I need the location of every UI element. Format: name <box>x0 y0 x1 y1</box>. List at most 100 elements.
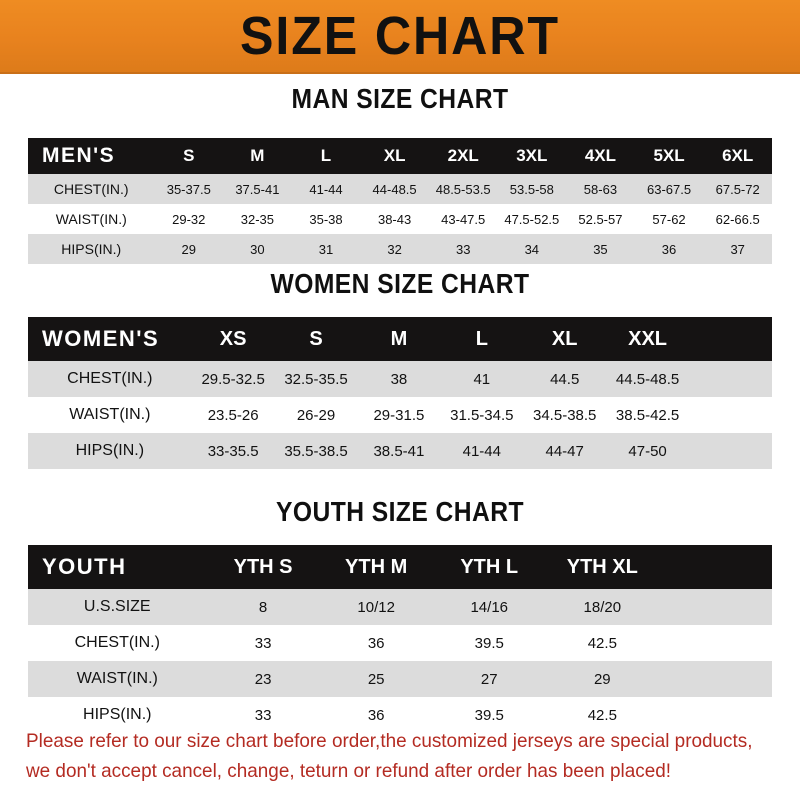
table-cell-empty <box>689 433 772 469</box>
table-cell: 18/20 <box>583 598 622 616</box>
man-section-title: MAN SIZE CHART <box>291 83 509 114</box>
men-size-table: MEN'S S M L XL 2XL 3XL 4XL 5XL 6XL CHEST(IN.) 35-37… <box>28 138 772 264</box>
table-cell: 29-32 <box>172 211 206 227</box>
table-row: WAIST(IN.) 29-32 32-35 35-38 38-43 43-47.5 47.… <box>28 204 772 234</box>
man-column-header: 5XL <box>653 146 685 165</box>
page-title: SIZE CHART <box>240 6 560 66</box>
table-cell: 33 <box>455 241 471 257</box>
table-cell: 34.5-38.5 <box>533 406 597 424</box>
table-cell: 34 <box>524 241 540 257</box>
table-cell: 35.5-38.5 <box>284 442 348 460</box>
table-cell: 38-43 <box>377 211 412 227</box>
table-cell: 52.5-57 <box>578 211 623 227</box>
table-cell: 31.5-34.5 <box>450 406 514 424</box>
women-section-title: WOMEN SIZE CHART <box>270 268 530 299</box>
man-column-header: 3XL <box>516 146 548 165</box>
table-cell-empty <box>659 661 772 697</box>
table-row: CHEST(IN.) 33 36 39.5 42.5 <box>28 625 772 661</box>
women-column-header: L <box>475 327 488 350</box>
table-cell: 38 <box>390 370 408 388</box>
table-cell: 43-47.5 <box>441 211 486 227</box>
table-cell: 41-44 <box>309 181 343 197</box>
man-row-label: WAIST(IN.) <box>55 211 127 227</box>
table-cell: 48.5-53.5 <box>435 181 491 197</box>
man-column-header: S <box>183 146 195 165</box>
table-cell: 53.5-58 <box>509 181 554 197</box>
man-column-header: L <box>320 146 332 165</box>
women-row-label: CHEST(IN.) <box>67 370 153 387</box>
man-column-header: 6XL <box>722 146 754 165</box>
table-cell: 29 <box>181 241 196 257</box>
youth-row-label: HIPS(IN.) <box>83 706 152 723</box>
order-policy-line-2: we don't accept cancel, change, teturn o… <box>26 760 672 782</box>
table-row: WAIST(IN.) 23 25 27 29 <box>28 661 772 697</box>
women-column-header: XXL <box>628 327 668 350</box>
youth-column-header: YTH S <box>233 555 293 578</box>
table-cell: 35 <box>593 241 608 257</box>
table-cell: 14/16 <box>470 598 509 616</box>
table-cell: 10/12 <box>357 598 395 616</box>
table-cell: 41-44 <box>462 442 501 460</box>
man-column-header: 2XL <box>447 146 479 165</box>
youth-row-label: WAIST(IN.) <box>76 670 158 687</box>
youth-size-table: YOUTH YTH S YTH M YTH L YTH XL U.S.SIZE 8 10/12… <box>28 545 772 733</box>
table-cell: 41 <box>473 370 491 388</box>
youth-table-header-row: YOUTH YTH S YTH M YTH L YTH XL <box>28 545 772 589</box>
table-cell: 58-63 <box>583 181 618 197</box>
table-row: HIPS(IN.) 33 36 39.5 42.5 <box>28 697 772 733</box>
table-cell: 27 <box>480 670 498 688</box>
table-cell: 32 <box>387 241 402 257</box>
order-policy-notice: Please refer to our size chart before or… <box>26 726 759 786</box>
table-cell: 42.5 <box>587 634 617 652</box>
youth-row-label: U.S.SIZE <box>83 598 151 615</box>
table-cell: 36 <box>367 706 385 724</box>
table-cell: 39.5 <box>474 634 504 652</box>
table-cell: 37 <box>730 241 745 257</box>
page-banner: SIZE CHART <box>0 0 800 74</box>
table-cell: 57-62 <box>652 211 686 227</box>
women-table-corner-label: WOMEN'S <box>42 326 160 351</box>
table-cell: 39.5 <box>474 706 504 724</box>
man-column-header: XL <box>383 146 406 165</box>
table-cell: 30 <box>250 241 265 257</box>
women-column-header: XS <box>219 327 247 350</box>
table-cell: 67.5-72 <box>715 181 760 197</box>
table-cell: 38.5-41 <box>373 442 425 460</box>
table-row: HIPS(IN.) 33-35.5 35.5-38.5 38.5-41 41-44 44-… <box>28 433 772 469</box>
table-cell-empty <box>689 397 772 433</box>
table-cell: 37.5-41 <box>235 181 280 197</box>
women-table-header-row: WOMEN'S XS S M L XL XXL <box>28 317 772 361</box>
table-cell: 44.5-48.5 <box>615 370 680 388</box>
table-row: CHEST(IN.) 29.5-32.5 32.5-35.5 38 41 44.5 44.5… <box>28 361 772 397</box>
man-column-header: M <box>250 146 265 165</box>
table-cell: 36 <box>661 241 677 257</box>
table-cell: 29.5-32.5 <box>201 370 265 388</box>
table-cell: 44.5 <box>550 370 580 388</box>
table-row: CHEST(IN.) 35-37.5 37.5-41 41-44 44-48.5 48.5… <box>28 174 772 204</box>
table-cell-empty <box>689 361 772 397</box>
table-cell-empty <box>659 589 772 625</box>
youth-column-header: YTH XL <box>566 555 638 578</box>
table-cell: 29-31.5 <box>373 406 425 424</box>
order-policy-line-1: Please refer to our size chart before or… <box>26 730 753 752</box>
youth-section-title: YOUTH SIZE CHART <box>276 496 524 527</box>
table-cell: 63-67.5 <box>646 181 692 197</box>
table-cell: 29 <box>593 670 611 688</box>
man-table-corner-label: MEN'S <box>42 144 116 167</box>
table-cell: 62-66.5 <box>715 211 760 227</box>
youth-column-header-empty <box>659 545 772 589</box>
youth-column-header: YTH M <box>345 555 408 578</box>
table-cell: 23.5-26 <box>207 406 259 424</box>
table-cell: 44-47 <box>545 442 584 460</box>
table-cell: 26-29 <box>296 406 336 424</box>
women-row-label: HIPS(IN.) <box>75 442 145 459</box>
table-cell: 23 <box>254 670 272 688</box>
table-cell-empty <box>659 625 772 661</box>
women-column-header-empty <box>689 317 772 361</box>
table-cell: 31 <box>318 241 334 257</box>
table-cell: 36 <box>367 634 385 652</box>
youth-table-corner-label: YOUTH <box>42 554 127 579</box>
women-column-header: XL <box>551 327 578 350</box>
table-cell: 47.5-52.5 <box>504 211 560 227</box>
table-cell: 42.5 <box>587 706 617 724</box>
